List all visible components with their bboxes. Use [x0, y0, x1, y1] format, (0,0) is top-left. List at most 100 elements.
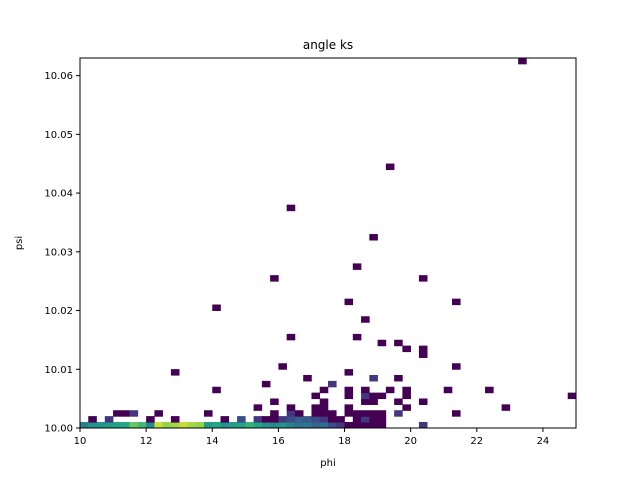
heatmap-cell: [311, 416, 321, 423]
heatmap-cell: [261, 416, 271, 423]
heatmap-cell: [104, 416, 114, 423]
heatmap-cell: [328, 416, 337, 423]
x-axis: 10 12 14 16 18 20 22 24: [74, 428, 550, 447]
heatmap-cell: [286, 333, 296, 341]
heatmap-cell: [154, 410, 163, 417]
y-tick-label: 10.05: [44, 130, 73, 141]
heatmap-cell: [286, 204, 296, 212]
heatmap-cell: [394, 339, 403, 347]
heatmap-cell: [146, 421, 155, 429]
heatmap-cell: [286, 416, 296, 423]
heatmap-cell: [344, 386, 354, 394]
heatmap-cell: [187, 421, 197, 429]
heatmap-cell: [377, 410, 387, 417]
heatmap-cell: [88, 421, 97, 429]
heatmap-cell: [377, 421, 387, 429]
heatmap-cell: [270, 421, 279, 429]
heatmap-cell: [402, 386, 411, 394]
heatmap-cell: [352, 421, 362, 429]
heatmap-cell: [113, 410, 122, 417]
heatmap-cell: [418, 351, 428, 358]
heatmap-cell: [501, 404, 511, 411]
heatmap-cell: [294, 421, 304, 429]
heatmap-cell: [319, 421, 329, 429]
heatmap-cell: [361, 386, 370, 394]
heatmap-cell: [402, 404, 411, 411]
heatmap-cell: [261, 421, 271, 429]
heatmap-cell: [137, 421, 147, 429]
x-tick-label: 24: [537, 436, 550, 447]
heatmap-cell: [344, 404, 354, 411]
heatmap-cell: [303, 375, 312, 382]
heatmap-cell: [270, 410, 279, 417]
x-tick-label: 20: [404, 436, 417, 447]
heatmap-cell: [170, 369, 180, 376]
heatmap-cell: [452, 298, 461, 306]
heatmap-cell: [270, 398, 279, 405]
heatmap-cell: [336, 421, 345, 429]
heatmap-cell: [286, 421, 296, 429]
heatmap-cell: [485, 386, 494, 394]
heatmap-cell: [369, 375, 378, 382]
y-tick-label: 10.01: [44, 365, 73, 376]
heatmap-cell: [377, 339, 387, 347]
heatmap-cell: [319, 404, 329, 411]
heatmap-cell: [518, 57, 527, 65]
y-tick-label: 10.06: [44, 71, 73, 82]
y-tick-label: 10.03: [44, 247, 73, 258]
y-tick-label: 10.00: [44, 424, 73, 435]
heatmap-cell: [80, 421, 89, 429]
heatmap-cell: [361, 421, 370, 429]
heatmap-cell: [567, 392, 577, 400]
heatmap-cell: [319, 386, 329, 394]
heatmap-cell: [402, 392, 411, 400]
heatmap-cell: [253, 416, 263, 423]
heatmap-cell: [344, 421, 354, 429]
heatmap-cell: [394, 410, 403, 417]
heatmap-cell: [195, 421, 205, 429]
heatmap-cell: [311, 410, 321, 417]
heatmap-cell: [204, 410, 213, 417]
heatmap-cell: [253, 421, 263, 429]
heatmap-cell: [344, 392, 354, 400]
heatmap-cell: [212, 386, 221, 394]
heatmap-cell: [129, 421, 139, 429]
heatmap-cell: [294, 416, 304, 423]
heatmap-cell: [104, 421, 114, 429]
heatmap-cell: [170, 416, 180, 423]
heatmap-cell: [212, 421, 221, 429]
heatmap-cell: [352, 333, 362, 341]
heatmap-cell: [286, 410, 296, 417]
heatmap-cell: [369, 416, 378, 423]
heatmap-cell: [336, 416, 345, 423]
heatmap-cells: [80, 57, 577, 429]
heatmap-cell: [418, 398, 428, 405]
heatmap-cell: [418, 275, 428, 282]
heatmap-cell: [402, 345, 411, 353]
heatmap-cell: [311, 392, 321, 400]
heatmap-cell: [113, 421, 122, 429]
heatmap-cell: [278, 421, 287, 429]
heatmap-cell: [361, 410, 370, 417]
heatmap-cell: [286, 404, 296, 411]
heatmap-cell: [253, 404, 263, 411]
y-tick-label: 10.02: [44, 306, 73, 317]
heatmap-cell: [394, 398, 403, 405]
heatmap-cell: [452, 410, 461, 417]
heatmap-cell: [418, 345, 428, 353]
heatmap-cell: [311, 421, 321, 429]
heatmap-cell: [352, 410, 362, 417]
heatmap-cell: [278, 363, 287, 370]
heatmap-cell: [245, 421, 254, 429]
heatmap-cell: [361, 316, 370, 323]
heatmap-cell: [303, 421, 312, 429]
heatmap-cell: [394, 375, 403, 382]
heatmap-cell: [170, 421, 180, 429]
heatmap-cell: [129, 410, 139, 417]
heatmap-cell: [443, 386, 453, 394]
heatmap-cell: [361, 392, 370, 400]
heatmap-cell: [369, 234, 378, 241]
heatmap-cell: [418, 421, 428, 429]
x-tick-label: 10: [74, 436, 87, 447]
heatmap-cell: [319, 398, 329, 405]
